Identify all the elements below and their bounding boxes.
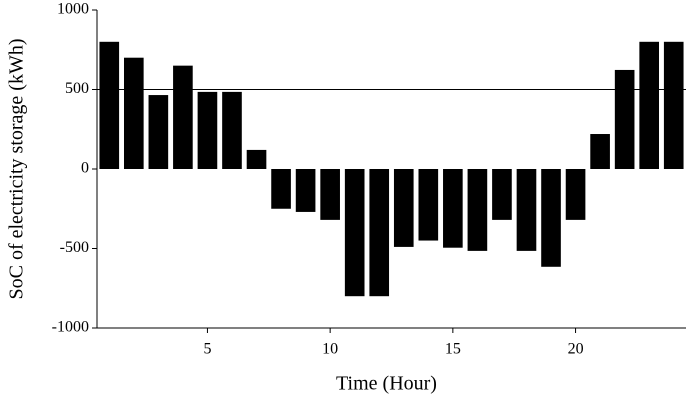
bar bbox=[492, 169, 512, 220]
bar bbox=[663, 41, 684, 169]
y-tick-label: -500 bbox=[60, 239, 89, 256]
bar bbox=[271, 169, 291, 209]
bar bbox=[393, 169, 414, 247]
bar bbox=[222, 91, 242, 169]
y-tick-label: 500 bbox=[65, 80, 89, 97]
bar bbox=[418, 169, 439, 241]
x-tick-label: 5 bbox=[203, 341, 211, 358]
bar bbox=[614, 69, 635, 169]
bar bbox=[639, 41, 660, 169]
x-axis-label: Time (Hour) bbox=[336, 373, 437, 395]
bar bbox=[565, 169, 586, 220]
bar bbox=[516, 169, 537, 251]
bar bbox=[123, 57, 144, 170]
bar bbox=[467, 169, 488, 251]
bar bbox=[148, 95, 169, 169]
bar bbox=[590, 134, 610, 169]
bar bbox=[246, 149, 267, 169]
y-tick-label: 0 bbox=[81, 160, 89, 177]
y-tick-label: -1000 bbox=[52, 319, 89, 336]
x-tick-label: 20 bbox=[568, 341, 584, 358]
bar bbox=[197, 91, 218, 169]
bar bbox=[369, 169, 390, 297]
bar bbox=[173, 65, 193, 169]
bar bbox=[443, 169, 463, 248]
bar bbox=[99, 41, 120, 169]
x-tick-label: 15 bbox=[445, 341, 461, 358]
bar bbox=[344, 169, 365, 297]
bar bbox=[320, 169, 340, 220]
bar bbox=[295, 169, 316, 212]
bar bbox=[541, 169, 561, 267]
x-tick-label: 10 bbox=[322, 341, 338, 358]
y-tick-label: 1000 bbox=[57, 1, 89, 18]
y-axis-label: SoC of electricity storage (kWh) bbox=[6, 38, 28, 299]
